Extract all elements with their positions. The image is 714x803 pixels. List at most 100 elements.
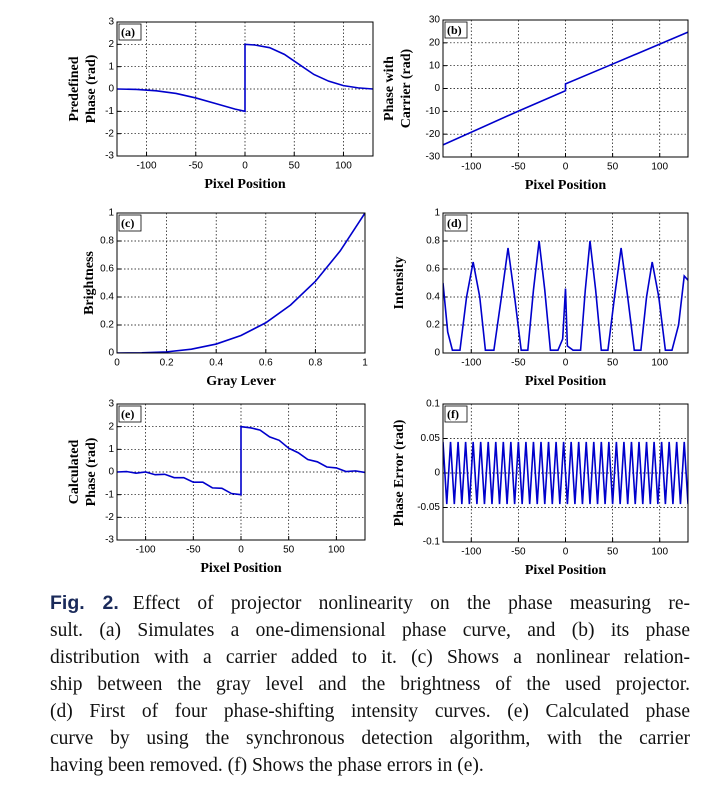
y-tick-label: 0: [434, 348, 440, 359]
x-tick-label: 100: [328, 545, 345, 556]
y-axis-label: Phase Error (rad): [392, 419, 407, 526]
y-axis-label: Carrier (rad): [399, 48, 414, 128]
y-tick-label: 0: [108, 348, 114, 359]
plot-area: [443, 441, 688, 505]
x-tick-label: -100: [461, 547, 481, 558]
panel-label-box: [118, 214, 142, 232]
panel-label-box: [444, 214, 468, 232]
x-tick-label: 0.2: [160, 358, 174, 369]
caption-line: (d) First of four phase-shifting intensi…: [50, 698, 690, 725]
caption-text: ship between the gray level and the brig…: [50, 674, 690, 695]
y-tick-label: 0.2: [426, 320, 440, 331]
y-tick-label: 0.6: [426, 264, 440, 275]
x-tick-label: -50: [511, 358, 526, 369]
x-tick-label: 100: [651, 162, 668, 173]
y-tick-label: 0.2: [100, 320, 114, 331]
y-tick-label: -2: [105, 512, 114, 523]
caption-line: having been removed. (f) Shows the phase…: [50, 752, 690, 779]
y-axis-label: Phase (rad): [84, 437, 99, 506]
y-tick-label: 20: [429, 37, 441, 48]
x-tick-label: 0.4: [209, 358, 223, 369]
x-tick-label: 100: [335, 161, 352, 172]
x-tick-label: 50: [607, 162, 619, 173]
panel-label-box: [444, 21, 468, 39]
y-tick-label: -1: [105, 106, 114, 117]
y-tick-label: 0: [434, 83, 440, 94]
y-tick-label: -30: [426, 152, 441, 163]
x-tick-label: 0: [563, 162, 569, 173]
x-tick-label: -100: [461, 358, 481, 369]
y-axis-label: Phase (rad): [84, 54, 99, 123]
y-tick-label: -0.05: [417, 502, 440, 513]
y-tick-label: 1: [108, 208, 114, 219]
y-tick-label: 0.05: [421, 433, 441, 444]
y-axis-label: Predefined: [67, 56, 82, 121]
x-axis-label: Gray Lever: [206, 374, 276, 389]
y-tick-label: -3: [105, 151, 114, 162]
caption-text: curve by using the synchronous detection…: [50, 728, 690, 749]
y-tick-label: -10: [426, 106, 441, 117]
y-axis-label: Calculated: [67, 440, 82, 505]
x-tick-label: -100: [136, 545, 156, 556]
y-tick-label: 30: [429, 15, 441, 26]
y-tick-label: 1: [108, 444, 114, 455]
caption-text: (d) First of four phase-shifting intensi…: [50, 701, 690, 722]
x-tick-label: -50: [189, 161, 204, 172]
axes-frame: [442, 19, 689, 158]
y-tick-label: -2: [105, 128, 114, 139]
caption-line: ship between the gray level and the brig…: [50, 671, 690, 698]
axes-frame: [442, 212, 689, 354]
y-tick-label: 3: [108, 17, 114, 28]
y-tick-label: 2: [108, 39, 114, 50]
y-tick-label: 3: [108, 399, 114, 410]
data-line: [117, 43, 373, 113]
caption-text: having been removed. (f) Shows the phase…: [50, 755, 484, 776]
x-tick-label: -50: [511, 162, 526, 173]
x-tick-label: 100: [651, 358, 668, 369]
x-tick-label: -50: [511, 547, 526, 558]
x-tick-label: 0: [563, 358, 569, 369]
x-tick-label: 0: [242, 161, 248, 172]
x-tick-label: 0: [114, 358, 120, 369]
plot-area: [443, 240, 688, 351]
panel-label: (f): [447, 407, 459, 421]
panel-label-box: [118, 23, 142, 41]
axes-frame: [116, 212, 366, 354]
x-tick-label: 50: [283, 545, 295, 556]
caption-line: Fig. 2. Effect of projector nonlinearity …: [50, 590, 690, 617]
caption-text: Effect of projector nonlinearity on the …: [132, 593, 690, 614]
x-tick-label: 0: [238, 545, 244, 556]
plot-area: [117, 425, 365, 496]
panel-label-box: [118, 405, 142, 423]
panel-label: (a): [121, 25, 135, 39]
panel-label: (c): [121, 216, 134, 230]
panel-label: (b): [447, 23, 462, 37]
y-tick-label: 0.8: [100, 236, 114, 247]
y-tick-label: -0.1: [423, 537, 441, 548]
y-tick-label: 1: [434, 208, 440, 219]
y-tick-label: -20: [426, 129, 441, 140]
plot-area: [443, 31, 688, 146]
panel-label: (d): [447, 216, 462, 230]
figure-label: Fig. 2.: [50, 592, 119, 614]
plot-area: [117, 213, 365, 353]
axes-frame: [116, 403, 366, 541]
x-tick-label: 50: [289, 161, 301, 172]
panel-label-box: [444, 405, 468, 423]
axes-frame: [116, 21, 374, 157]
data-line: [443, 31, 688, 146]
y-axis-label: Brightness: [82, 251, 97, 315]
data-line: [443, 240, 688, 351]
x-axis-label: Pixel Position: [525, 563, 606, 578]
y-axis-label: Phase with: [382, 56, 397, 121]
x-axis-label: Pixel Position: [204, 177, 285, 192]
data-line: [117, 213, 365, 353]
x-tick-label: 0: [563, 547, 569, 558]
x-axis-label: Pixel Position: [200, 561, 281, 576]
y-tick-label: 0: [108, 84, 114, 95]
y-tick-label: 0.6: [100, 264, 114, 275]
y-tick-label: 0.8: [426, 236, 440, 247]
x-tick-label: 50: [607, 547, 619, 558]
x-axis-label: Pixel Position: [525, 374, 606, 389]
